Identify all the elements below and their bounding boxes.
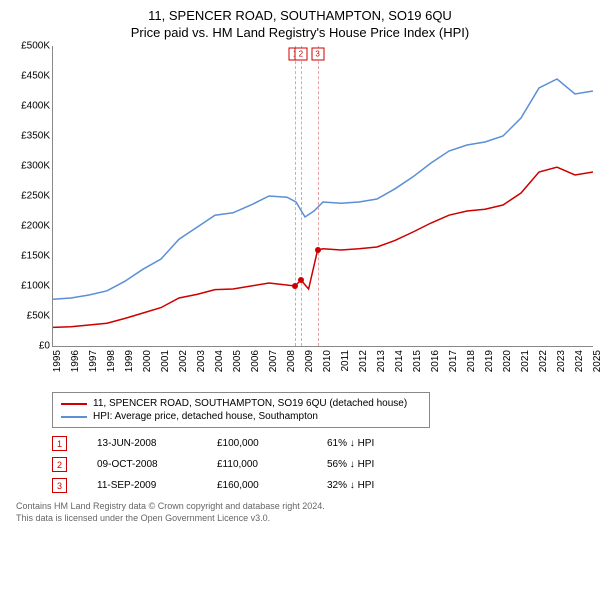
price-chart: 11, SPENCER ROAD, SOUTHAMPTON, SO19 6QU …: [8, 8, 592, 524]
x-tick-label: 2006: [250, 350, 261, 372]
x-tick-label: 1997: [88, 350, 99, 372]
legend-label-hpi: HPI: Average price, detached house, Sout…: [93, 411, 318, 422]
y-tick-label: £50K: [27, 311, 50, 322]
sale-markers-table: 1 13-JUN-2008 £100,000 61% ↓ HPI 2 09-OCT-200…: [52, 436, 592, 493]
sale-marker-price: £110,000: [217, 459, 297, 470]
x-tick-label: 2010: [322, 350, 333, 372]
x-tick-label: 2024: [574, 350, 585, 372]
sale-marker-dot: [298, 277, 304, 283]
sale-marker-date: 13-JUN-2008: [97, 438, 187, 449]
x-tick-label: 2008: [286, 350, 297, 372]
x-tick-label: 2015: [412, 350, 423, 372]
x-tick-label: 1995: [52, 350, 63, 372]
sale-marker-row: 2 09-OCT-2008 £110,000 56% ↓ HPI: [52, 457, 592, 472]
x-tick-label: 2003: [196, 350, 207, 372]
sale-marker-date: 09-OCT-2008: [97, 459, 187, 470]
x-tick-label: 2012: [358, 350, 369, 372]
legend-swatch-property: [61, 403, 87, 405]
x-tick-label: 2009: [304, 350, 315, 372]
y-tick-label: £350K: [21, 131, 50, 142]
x-tick-label: 2001: [160, 350, 171, 372]
x-tick-label: 2019: [484, 350, 495, 372]
attribution-footer: Contains HM Land Registry data © Crown c…: [16, 501, 592, 524]
sale-marker-dot: [292, 283, 298, 289]
chart-subtitle: Price paid vs. HM Land Registry's House …: [8, 25, 592, 40]
sale-marker-dot: [315, 247, 321, 253]
x-tick-label: 2023: [556, 350, 567, 372]
legend-label-property: 11, SPENCER ROAD, SOUTHAMPTON, SO19 6QU …: [93, 398, 407, 409]
chart-title: 11, SPENCER ROAD, SOUTHAMPTON, SO19 6QU: [8, 8, 592, 23]
x-tick-label: 2000: [142, 350, 153, 372]
sale-marker-vline: [301, 46, 302, 346]
x-tick-label: 2025: [592, 350, 600, 372]
sale-marker-badge: 2: [52, 457, 67, 472]
sale-marker-badge: 1: [52, 436, 67, 451]
y-tick-label: £100K: [21, 281, 50, 292]
x-tick-label: 2018: [466, 350, 477, 372]
x-tick-label: 2011: [340, 350, 351, 372]
sale-marker-date: 11-SEP-2009: [97, 480, 187, 491]
x-tick-label: 2021: [520, 350, 531, 372]
sale-marker-vline: [318, 46, 319, 346]
y-tick-label: £500K: [21, 41, 50, 52]
plot-area: £0 £50K £100K £150K £200K £250K £300K £350K £400…: [8, 46, 592, 386]
y-tick-label: £300K: [21, 161, 50, 172]
sale-marker-price: £100,000: [217, 438, 297, 449]
x-tick-label: 1998: [106, 350, 117, 372]
x-tick-label: 2007: [268, 350, 279, 372]
sale-marker-delta: 32% ↓ HPI: [327, 480, 417, 491]
footer-line-2: This data is licensed under the Open Gov…: [16, 513, 592, 525]
x-tick-label: 2020: [502, 350, 513, 372]
sale-marker-badge: 3: [52, 478, 67, 493]
y-tick-label: £0: [39, 341, 50, 352]
sale-marker-delta: 56% ↓ HPI: [327, 459, 417, 470]
x-tick-label: 2022: [538, 350, 549, 372]
sale-marker-vline: [295, 46, 296, 346]
sale-marker-badge: 3: [311, 48, 324, 61]
sale-marker-delta: 61% ↓ HPI: [327, 438, 417, 449]
y-tick-label: £200K: [21, 221, 50, 232]
sale-marker-row: 1 13-JUN-2008 £100,000 61% ↓ HPI: [52, 436, 592, 451]
x-tick-label: 2002: [178, 350, 189, 372]
y-tick-label: £450K: [21, 71, 50, 82]
sale-marker-row: 3 11-SEP-2009 £160,000 32% ↓ HPI: [52, 478, 592, 493]
x-tick-label: 2016: [430, 350, 441, 372]
footer-line-1: Contains HM Land Registry data © Crown c…: [16, 501, 592, 513]
sale-marker-badge: 2: [294, 48, 307, 61]
legend-row-property: 11, SPENCER ROAD, SOUTHAMPTON, SO19 6QU …: [61, 397, 421, 410]
y-tick-label: £250K: [21, 191, 50, 202]
x-tick-label: 1999: [124, 350, 135, 372]
y-tick-label: £400K: [21, 101, 50, 112]
sale-marker-price: £160,000: [217, 480, 297, 491]
plot-region: 123: [52, 46, 593, 347]
legend: 11, SPENCER ROAD, SOUTHAMPTON, SO19 6QU …: [52, 392, 430, 428]
x-tick-label: 2014: [394, 350, 405, 372]
x-axis: 1995 1996 1997 1998 1999 2000 2001 2002 2003 2004…: [52, 348, 592, 386]
x-tick-label: 2013: [376, 350, 387, 372]
legend-row-hpi: HPI: Average price, detached house, Sout…: [61, 410, 421, 423]
x-tick-label: 2017: [448, 350, 459, 372]
legend-swatch-hpi: [61, 416, 87, 418]
y-tick-label: £150K: [21, 251, 50, 262]
plot-svg: [53, 46, 593, 346]
series-line: [53, 167, 593, 327]
x-tick-label: 2005: [232, 350, 243, 372]
series-line: [53, 79, 593, 299]
y-axis: £0£50K£100K£150K£200K£250K£300K£350K£400…: [8, 46, 52, 346]
x-tick-label: 2004: [214, 350, 225, 372]
x-tick-label: 1996: [70, 350, 81, 372]
